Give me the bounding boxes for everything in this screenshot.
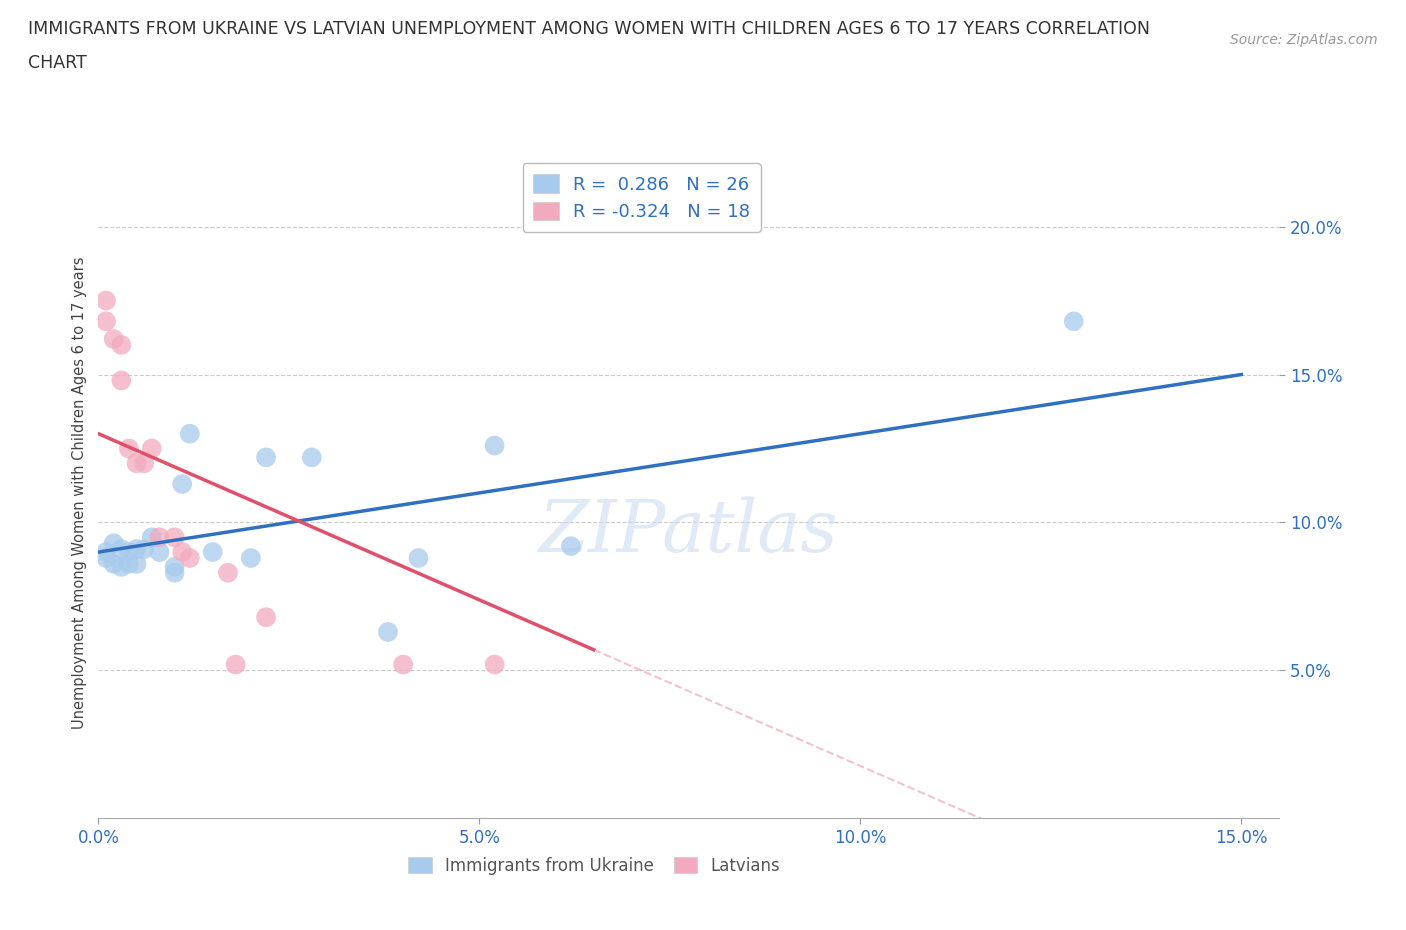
Point bbox=[103, 556, 125, 571]
Point bbox=[163, 565, 186, 580]
Y-axis label: Unemployment Among Women with Children Ages 6 to 17 years: Unemployment Among Women with Children A… bbox=[72, 257, 87, 729]
Text: IMMIGRANTS FROM UKRAINE VS LATVIAN UNEMPLOYMENT AMONG WOMEN WITH CHILDREN AGES 6: IMMIGRANTS FROM UKRAINE VS LATVIAN UNEMP… bbox=[28, 20, 1150, 38]
Point bbox=[377, 625, 399, 640]
Point bbox=[118, 441, 141, 456]
Point bbox=[225, 658, 247, 672]
Point bbox=[125, 541, 148, 556]
Point bbox=[134, 541, 156, 556]
Point bbox=[110, 541, 132, 556]
Point bbox=[172, 545, 194, 560]
Point bbox=[392, 658, 415, 672]
Point bbox=[148, 545, 170, 560]
Point bbox=[239, 551, 262, 565]
Point bbox=[560, 538, 582, 553]
Text: CHART: CHART bbox=[28, 54, 87, 72]
Point bbox=[484, 438, 506, 453]
Point bbox=[148, 530, 170, 545]
Point bbox=[484, 658, 506, 672]
Point bbox=[103, 536, 125, 551]
Point bbox=[118, 556, 141, 571]
Point bbox=[1063, 313, 1085, 328]
Legend: Immigrants from Ukraine, Latvians: Immigrants from Ukraine, Latvians bbox=[402, 850, 787, 882]
Point bbox=[408, 551, 430, 565]
Point bbox=[254, 450, 277, 465]
Point bbox=[163, 560, 186, 575]
Point bbox=[301, 450, 323, 465]
Point bbox=[141, 530, 163, 545]
Point bbox=[94, 551, 117, 565]
Point bbox=[110, 560, 132, 575]
Text: Source: ZipAtlas.com: Source: ZipAtlas.com bbox=[1230, 33, 1378, 46]
Point bbox=[94, 293, 117, 308]
Point bbox=[163, 530, 186, 545]
Point bbox=[141, 441, 163, 456]
Point bbox=[179, 551, 201, 565]
Point bbox=[179, 426, 201, 441]
Point bbox=[110, 373, 132, 388]
Point bbox=[94, 545, 117, 560]
Point bbox=[254, 610, 277, 625]
Point bbox=[103, 332, 125, 347]
Point bbox=[172, 476, 194, 491]
Point bbox=[217, 565, 239, 580]
Point bbox=[118, 545, 141, 560]
Point bbox=[134, 456, 156, 471]
Point bbox=[94, 313, 117, 328]
Point bbox=[201, 545, 224, 560]
Point bbox=[125, 456, 148, 471]
Point bbox=[125, 556, 148, 571]
Point bbox=[110, 338, 132, 352]
Text: ZIPatlas: ZIPatlas bbox=[538, 497, 839, 567]
